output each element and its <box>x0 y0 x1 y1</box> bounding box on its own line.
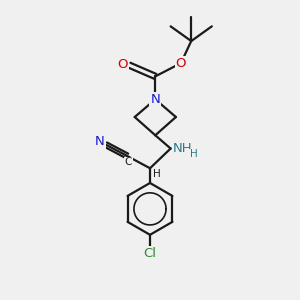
Text: O: O <box>176 57 186 70</box>
Text: N: N <box>150 93 160 106</box>
Text: N: N <box>95 135 105 148</box>
Text: Cl: Cl <box>143 247 157 260</box>
Text: O: O <box>118 58 128 71</box>
Text: H: H <box>190 149 198 159</box>
Text: C: C <box>125 158 132 167</box>
Text: NH: NH <box>172 142 192 155</box>
Text: H: H <box>154 169 161 178</box>
